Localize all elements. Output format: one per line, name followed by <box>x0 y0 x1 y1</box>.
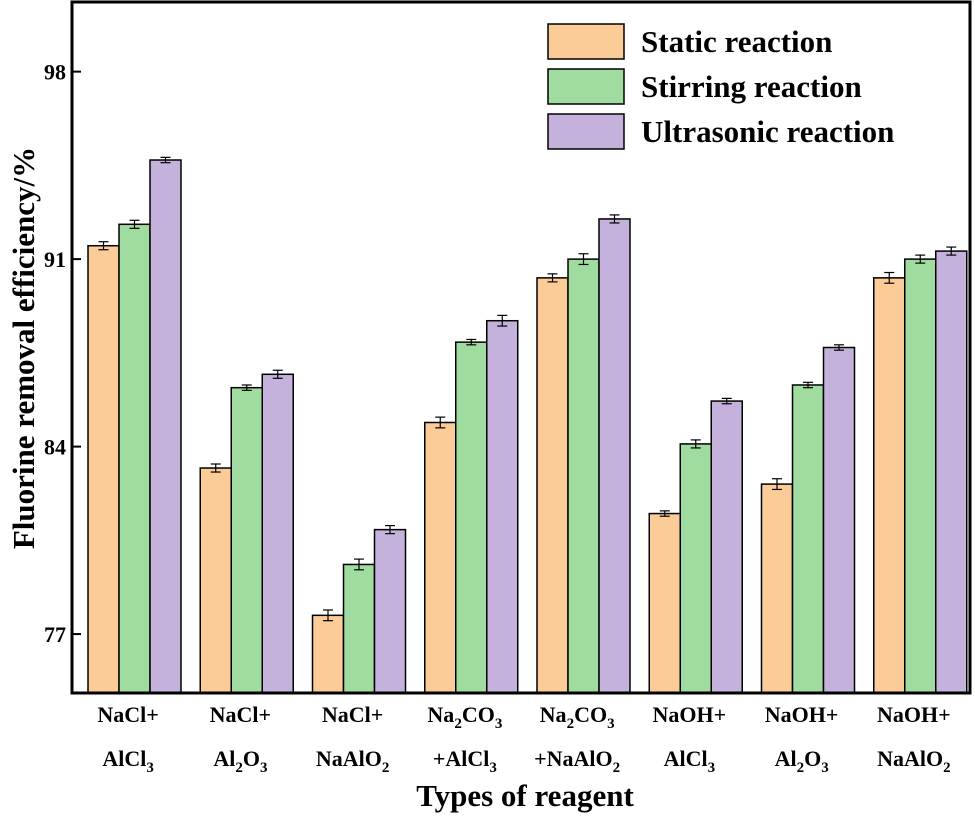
bar-3-5 <box>598 218 631 694</box>
y-tick-label-3: 91 <box>44 247 66 272</box>
category-label-8-line1: NaOH+ <box>877 702 951 727</box>
error-bar-2-3 <box>354 558 364 571</box>
category-label-6-line1: NaOH+ <box>653 702 727 727</box>
legend: Static reaction Stirring reaction Ultrason… <box>547 23 894 150</box>
error-bar-3-6 <box>721 397 732 405</box>
error-bar-1-6 <box>659 510 670 517</box>
error-bar-1-4 <box>435 416 446 429</box>
error-bars-layer <box>98 156 957 622</box>
error-bar-2-1 <box>129 219 140 229</box>
y-axis-title: Fluorine removal efficiency/% <box>6 147 41 549</box>
bar-2-7 <box>791 384 825 694</box>
error-bar-1-2 <box>210 463 221 473</box>
bar-2-4 <box>455 341 488 694</box>
bar-3-8 <box>935 250 968 694</box>
legend-swatch-3 <box>547 113 625 150</box>
legend-swatch-1 <box>547 23 625 60</box>
error-bar-1-7 <box>772 478 782 491</box>
y-tick-label-2: 84 <box>44 435 66 460</box>
bar-3-4 <box>486 319 519 694</box>
bar-1-4 <box>424 421 457 694</box>
bar-3-3 <box>373 528 407 694</box>
error-bar-2-7 <box>803 381 813 389</box>
error-bar-3-4 <box>497 314 508 327</box>
category-label-8-line2: NaAlO2 <box>877 746 951 776</box>
bar-2-3 <box>342 563 376 694</box>
error-bar-2-8 <box>915 254 926 264</box>
category-label-7-line1: NaOH+ <box>765 702 839 727</box>
category-label-5-line1: Na2CO3 <box>540 702 615 732</box>
error-bar-3-7 <box>834 344 844 351</box>
error-bar-1-8 <box>884 271 895 284</box>
bar-1-7 <box>760 483 794 694</box>
category-label-4-line2: +AlCl3 <box>433 746 497 776</box>
category-label-3-line2: NaAlO2 <box>316 746 390 776</box>
category-label-5-line2: +NaAlO2 <box>534 746 620 776</box>
bar-2-8 <box>904 258 937 694</box>
error-bar-3-3 <box>385 525 395 535</box>
bars-layer <box>87 159 968 694</box>
bar-1-8 <box>873 277 906 694</box>
error-bar-1-5 <box>547 273 558 283</box>
legend-swatch-2 <box>547 68 625 105</box>
bar-3-2 <box>261 373 294 694</box>
error-bar-2-6 <box>690 439 701 449</box>
bar-2-6 <box>679 443 712 694</box>
category-label-6-line2: AlCl3 <box>664 746 716 776</box>
error-bar-2-4 <box>466 338 477 346</box>
legend-label-1: Static reaction <box>641 24 832 59</box>
bar-3-7 <box>822 346 856 694</box>
bar-2-2 <box>230 386 263 694</box>
category-label-1-line1: NaCl+ <box>97 702 158 727</box>
category-label-2-line1: NaCl+ <box>210 702 271 727</box>
bar-2-1 <box>118 223 151 694</box>
error-bar-3-5 <box>609 214 620 224</box>
category-label-2-line2: Al2O3 <box>213 746 267 776</box>
y-tick-label-1: 77 <box>44 622 66 647</box>
x-axis-categories: NaCl+ AlCl3 NaCl+ Al2O3 NaCl+ NaAlO2 Na2CO3 +Al… <box>97 702 950 776</box>
x-axis-title: Types of reagent <box>416 778 634 813</box>
error-bar-3-2 <box>272 369 283 379</box>
error-bar-1-1 <box>98 241 109 251</box>
legend-label-2: Stirring reaction <box>641 69 862 104</box>
bar-2-5 <box>567 258 600 694</box>
bar-1-1 <box>87 244 120 694</box>
category-label-7-line2: Al2O3 <box>775 746 829 776</box>
bar-3-6 <box>710 400 743 694</box>
category-label-3-line1: NaCl+ <box>322 702 383 727</box>
y-tick-label-4: 98 <box>44 60 66 85</box>
y-axis: 77 84 91 98 <box>44 60 81 647</box>
category-label-1-line2: AlCl3 <box>102 746 154 776</box>
bar-3-1 <box>149 159 182 694</box>
error-bar-2-5 <box>578 253 589 266</box>
error-bar-1-3 <box>323 609 333 622</box>
category-label-4-line1: Na2CO3 <box>427 702 502 732</box>
error-bar-2-2 <box>241 384 252 391</box>
bar-1-3 <box>311 614 345 694</box>
bar-1-2 <box>199 467 232 694</box>
legend-label-3: Ultrasonic reaction <box>641 114 894 149</box>
error-bar-3-1 <box>160 156 171 164</box>
plot-frame <box>70 0 972 695</box>
bar-1-5 <box>536 277 569 694</box>
error-bar-3-8 <box>946 246 957 256</box>
bar-1-6 <box>648 512 681 694</box>
